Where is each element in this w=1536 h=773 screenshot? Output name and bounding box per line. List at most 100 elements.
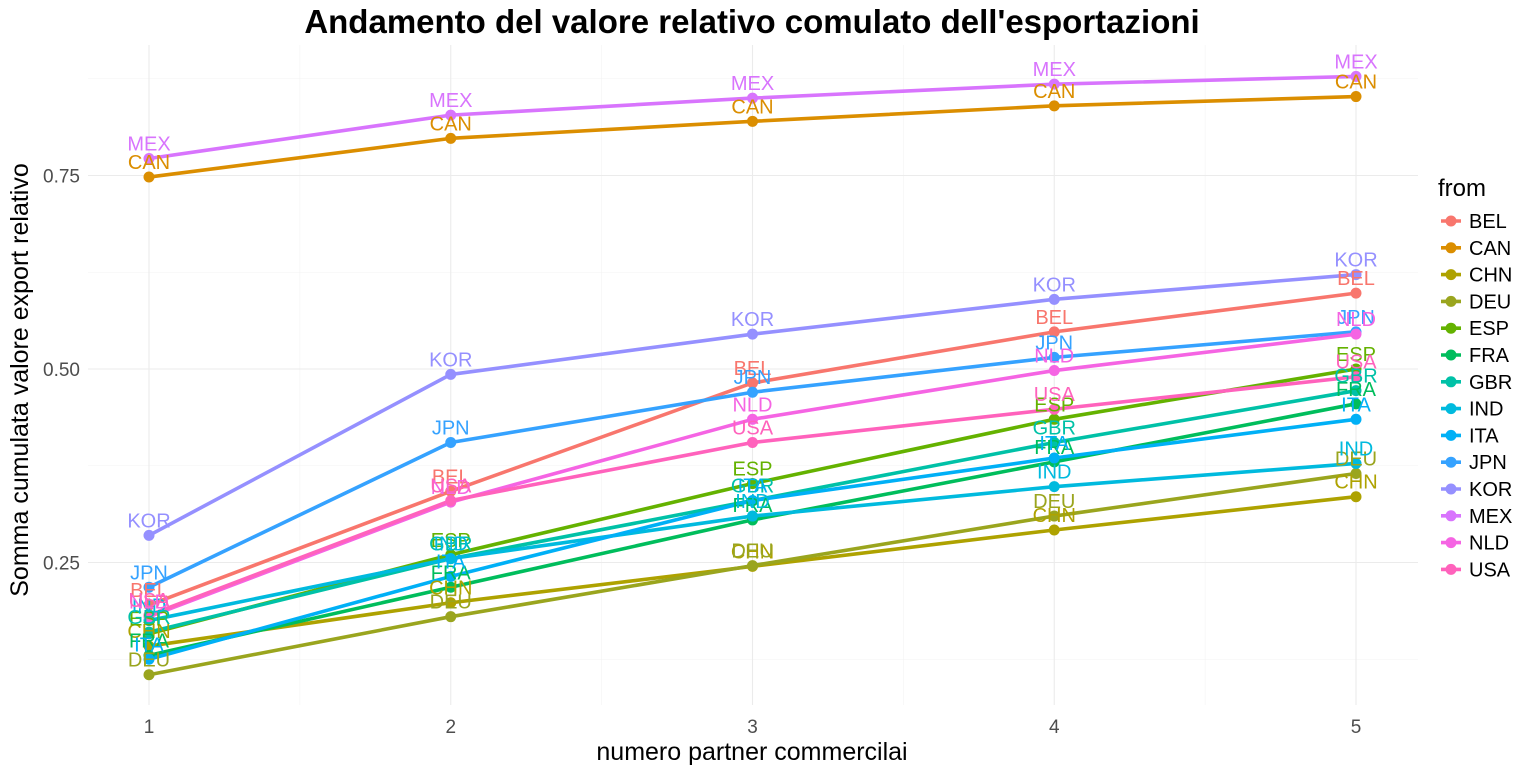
legend-label-gbr: GBR <box>1469 372 1512 394</box>
legend-label-ita: ITA <box>1469 425 1499 447</box>
data-point-kor <box>1350 269 1362 281</box>
data-point-nld <box>747 413 758 425</box>
data-point-chn <box>143 640 155 652</box>
y-tick-label: 0.75 <box>43 167 80 188</box>
point-label-bel: BEL <box>1337 268 1375 290</box>
data-point-can <box>143 171 155 183</box>
x-axis-ticks: 1 2 3 4 5 <box>144 717 1362 738</box>
point-label-chn: CHN <box>731 541 774 563</box>
legend-point-usa <box>1445 563 1457 575</box>
data-point-can <box>445 132 457 144</box>
point-label-mex: MEX <box>1334 51 1377 73</box>
data-point-jpn <box>1048 351 1060 363</box>
point-label-chn: CHN <box>1033 505 1076 527</box>
data-point-can <box>1048 100 1060 112</box>
data-point-nld <box>1048 365 1060 377</box>
point-label-ita: ITA <box>738 476 768 498</box>
legend-label-nld: NLD <box>1469 533 1509 555</box>
x-tick-label: 5 <box>1351 717 1362 738</box>
legend-point-ind <box>1445 403 1457 415</box>
data-point-fra <box>445 581 457 593</box>
x-tick-label: 3 <box>747 717 758 738</box>
point-label-mex: MEX <box>731 73 774 95</box>
data-point-usa <box>1350 371 1362 383</box>
point-label-usa: USA <box>1335 352 1377 374</box>
point-label-deu: DEU <box>1033 491 1075 513</box>
point-label-fra: FRA <box>1034 437 1075 459</box>
data-point-ita <box>747 495 758 507</box>
legend-label-ind: IND <box>1469 399 1503 421</box>
legend-label-usa: USA <box>1469 559 1511 581</box>
data-point-nld <box>1350 328 1362 340</box>
data-point-chn <box>445 597 457 609</box>
data-point-gbr <box>1048 437 1060 449</box>
y-axis-title: Somma cumulata valore export relativo <box>6 163 34 597</box>
point-label-nld: NLD <box>1034 346 1074 368</box>
legend-item-fra: FRA <box>1441 345 1510 367</box>
point-label-jpn: JPN <box>432 418 470 440</box>
data-point-ita <box>1048 452 1060 464</box>
legend-point-ita <box>1445 429 1457 441</box>
point-label-deu: DEU <box>1335 448 1377 470</box>
legend-label-jpn: JPN <box>1469 452 1507 474</box>
data-point-usa <box>445 495 457 507</box>
legend-label-bel: BEL <box>1469 211 1507 233</box>
point-label-kor: KOR <box>1334 250 1377 272</box>
point-label-fra: FRA <box>129 630 170 652</box>
legend-title: from <box>1438 175 1486 202</box>
point-label-can: CAN <box>128 152 170 174</box>
legend-point-chn <box>1445 269 1457 281</box>
legend-point-kor <box>1445 483 1457 495</box>
point-label-mex: MEX <box>1033 59 1076 81</box>
legend-item-can: CAN <box>1441 238 1511 260</box>
data-point-ita <box>445 570 457 582</box>
point-label-ind: IND <box>132 596 166 618</box>
legend-item-mex: MEX <box>1441 506 1512 528</box>
data-point-ind <box>445 553 457 565</box>
data-point-kor <box>143 529 155 541</box>
point-label-deu: DEU <box>731 541 773 563</box>
chart-title: Andamento del valore relativo comulato d… <box>304 3 1199 40</box>
data-point-jpn <box>747 386 758 398</box>
point-label-ita: ITA <box>436 551 466 573</box>
point-label-nld: NLD <box>431 477 471 499</box>
point-label-esp: ESP <box>732 459 772 481</box>
point-label-deu: DEU <box>128 650 170 672</box>
series-points <box>143 70 1362 681</box>
y-tick-label: 0.50 <box>43 360 80 381</box>
data-point-usa <box>747 437 758 449</box>
point-label-ind: IND <box>735 491 769 513</box>
point-label-jpn: JPN <box>734 367 772 389</box>
point-label-mex: MEX <box>127 133 170 155</box>
legend-point-can <box>1445 242 1457 254</box>
point-label-bel: BEL <box>130 580 168 602</box>
data-point-usa <box>143 609 155 621</box>
legend-items: BEL CAN CHN DEU ESP FRA GBR IND ITA JPN KOR MEX NLD U… <box>1441 211 1512 581</box>
legend-label-chn: CHN <box>1469 265 1512 287</box>
legend-point-gbr <box>1445 376 1457 388</box>
legend-point-mex <box>1445 510 1457 522</box>
data-point-mex <box>143 152 155 164</box>
point-label-fra: FRA <box>431 562 472 584</box>
point-label-jpn: JPN <box>1035 332 1073 354</box>
x-axis-title: numero partner commercilai <box>596 738 907 766</box>
data-point-mex <box>747 92 758 104</box>
point-label-ind: IND <box>1037 462 1071 484</box>
legend-point-bel <box>1445 215 1457 227</box>
data-point-gbr <box>1350 385 1362 397</box>
legend-point-deu <box>1445 295 1457 307</box>
point-label-gbr: GBR <box>1334 366 1377 388</box>
data-point-chn <box>1350 491 1362 503</box>
data-point-fra <box>1350 398 1362 410</box>
data-point-gbr <box>143 626 155 638</box>
data-point-usa <box>1048 403 1060 415</box>
data-point-mex <box>445 109 457 121</box>
data-point-ind <box>1350 457 1362 469</box>
data-point-esp <box>1048 413 1060 425</box>
legend-label-esp: ESP <box>1469 318 1509 340</box>
point-label-bel: BEL <box>734 358 772 380</box>
point-label-esp: ESP <box>1336 344 1376 366</box>
legend-item-ita: ITA <box>1441 425 1499 447</box>
legend-point-nld <box>1445 537 1457 549</box>
